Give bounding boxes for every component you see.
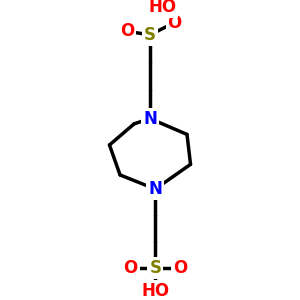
Text: O: O: [120, 22, 134, 40]
Text: O: O: [173, 259, 187, 277]
Text: O: O: [167, 14, 182, 32]
Text: HO: HO: [148, 0, 176, 16]
Text: S: S: [149, 259, 161, 277]
Text: N: N: [143, 110, 157, 128]
Text: S: S: [144, 26, 156, 44]
Text: N: N: [148, 180, 162, 198]
Text: HO: HO: [141, 282, 169, 300]
Text: O: O: [124, 259, 138, 277]
